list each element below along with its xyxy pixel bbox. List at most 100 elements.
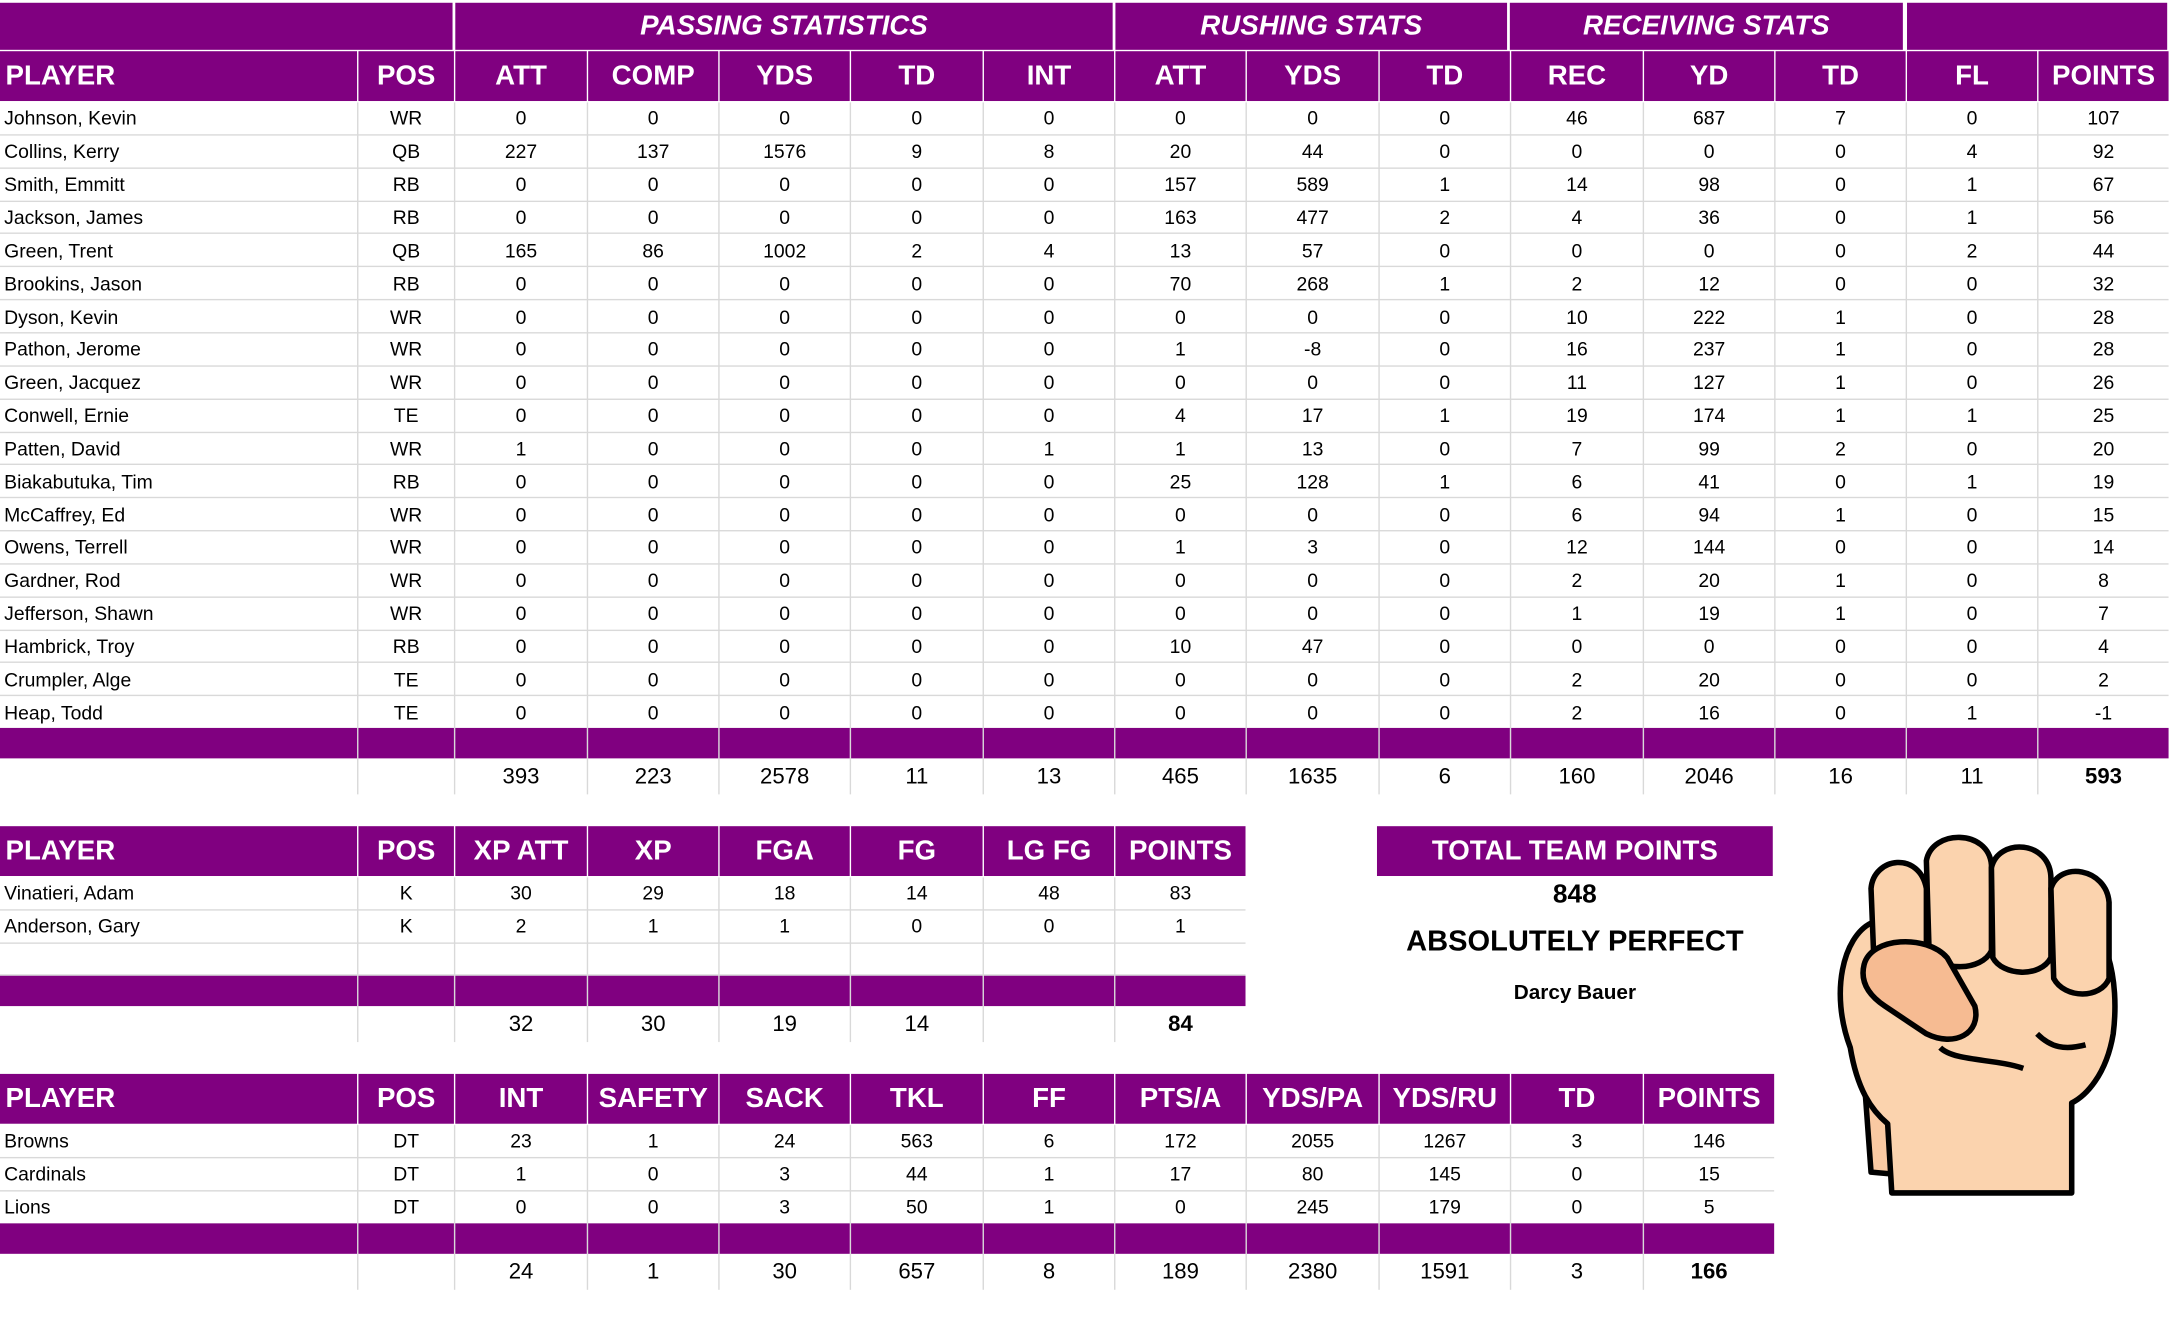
rushing-group-header: RUSHING STATS <box>1115 2 1508 50</box>
offense-cell: 19 <box>2092 470 2115 493</box>
offense-cell: 0 <box>1835 206 1846 229</box>
offense-separator-bar <box>1379 727 1510 759</box>
offense-cell: 20 <box>1169 140 1192 163</box>
offense-total-cell: 465 <box>1161 765 1199 789</box>
offense-cell: 2 <box>1966 239 1978 262</box>
offense-cell: 98 <box>1698 173 1720 196</box>
offense-cell: 2 <box>1571 701 1583 724</box>
kicker-cell: 1 <box>779 915 791 938</box>
kicker-cell: 0 <box>1043 915 1055 938</box>
offense-cell: 0 <box>1966 536 1978 559</box>
offense-cell: 0 <box>515 206 527 229</box>
offense-separator-bar <box>455 727 587 759</box>
offense-cell: 0 <box>1175 701 1186 724</box>
defense-separator-bar <box>588 1223 719 1254</box>
kicker-cell: K <box>399 915 413 938</box>
offense-cell: RB <box>392 635 420 658</box>
offense-cell: 0 <box>1966 635 1978 658</box>
defense-header-11: POINTS <box>1644 1073 1775 1124</box>
offense-separator-bar <box>851 727 983 759</box>
offense-cell: 0 <box>1307 668 1319 691</box>
passing-group-header: PASSING STATISTICS <box>455 2 1113 50</box>
offense-cell: 0 <box>1966 602 1978 625</box>
kicker-separator-bar <box>588 975 719 1007</box>
offense-cell: 1 <box>1043 437 1055 460</box>
offense-cell: 0 <box>779 635 791 658</box>
offense-cell: 1 <box>1439 272 1451 295</box>
offense-cell: 0 <box>515 272 527 295</box>
kicker-header-6: LG FG <box>983 826 1115 877</box>
offense-separator-bar <box>0 727 358 759</box>
defense-cell: 24 <box>773 1129 796 1152</box>
total-team-points-value: 848 <box>1552 880 1597 910</box>
offense-cell: 0 <box>1307 602 1319 625</box>
offense-cell: 157 <box>1164 173 1197 196</box>
offense-header-10: REC <box>1511 51 1643 102</box>
offense-header-6: INT <box>983 51 1115 102</box>
offense-cell: WR <box>390 602 423 625</box>
offense-total-cell: 160 <box>1558 765 1596 789</box>
offense-cell: 0 <box>1439 635 1451 658</box>
points-group-header <box>1907 2 2168 50</box>
offense-cell: 1 <box>1835 338 1846 361</box>
offense-cell: 2 <box>1835 437 1846 460</box>
offense-player-name: Crumpler, Alge <box>4 668 132 691</box>
offense-cell: 0 <box>911 503 923 526</box>
defense-header-5: TKL <box>851 1073 983 1124</box>
defense-cell: 0 <box>1571 1162 1583 1185</box>
defense-total-cell: 24 <box>508 1260 534 1285</box>
offense-cell: QB <box>392 140 421 163</box>
offense-cell: 4 <box>1966 140 1978 163</box>
offense-cell: 0 <box>1043 503 1055 526</box>
offense-cell: RB <box>392 173 420 196</box>
offense-cell: 107 <box>2087 107 2120 130</box>
offense-cell: 99 <box>1698 437 1720 460</box>
offense-cell: WR <box>390 107 423 130</box>
offense-cell: 0 <box>647 173 659 196</box>
offense-cell: 1 <box>1571 602 1583 625</box>
offense-separator-bar <box>358 727 454 759</box>
offense-cell: 0 <box>1835 470 1846 493</box>
offense-header-0: PLAYER <box>0 51 358 102</box>
offense-cell: 2 <box>1571 272 1583 295</box>
offense-cell: 1 <box>1966 206 1978 229</box>
offense-player-name: Patten, David <box>4 437 121 460</box>
defense-separator-bar <box>851 1223 983 1254</box>
defense-cell: 0 <box>1175 1195 1186 1218</box>
offense-cell: WR <box>390 305 423 328</box>
offense-cell: 0 <box>1175 305 1186 328</box>
offense-cell: 26 <box>2092 371 2115 394</box>
offense-cell: 19 <box>1566 404 1588 427</box>
offense-cell: 0 <box>515 404 527 427</box>
offense-cell: 14 <box>2092 536 2115 559</box>
offense-cell: 1576 <box>763 140 807 163</box>
offense-cell: 144 <box>1692 536 1726 559</box>
offense-total-cell <box>358 761 453 794</box>
offense-cell: 0 <box>647 569 659 592</box>
offense-cell: 0 <box>1439 701 1451 724</box>
offense-cell: 12 <box>1566 536 1588 559</box>
defense-cell: 145 <box>1428 1162 1461 1185</box>
offense-cell: 0 <box>1966 569 1978 592</box>
offense-cell: 12 <box>1698 272 1720 295</box>
defense-cell: 245 <box>1296 1195 1329 1218</box>
offense-cell: 0 <box>911 668 923 691</box>
offense-cell: 4 <box>1175 404 1186 427</box>
defense-cell: 15 <box>1698 1162 1720 1185</box>
offense-player-name: Johnson, Kevin <box>4 107 137 130</box>
offense-player-name: Jefferson, Shawn <box>4 602 154 625</box>
kicker-cell: 18 <box>773 882 796 905</box>
defense-total-cell <box>358 1257 453 1290</box>
offense-cell: 1 <box>1439 470 1451 493</box>
offense-cell: 174 <box>1692 404 1726 427</box>
offense-cell: 1 <box>1835 503 1846 526</box>
offense-cell: 1 <box>1175 338 1186 361</box>
offense-cell: 0 <box>1439 140 1451 163</box>
offense-cell: 0 <box>647 536 659 559</box>
defense-separator-bar <box>719 1223 850 1254</box>
defense-header-0: PLAYER <box>0 1073 358 1124</box>
offense-cell: 67 <box>2092 173 2115 196</box>
offense-cell: 8 <box>2098 569 2109 592</box>
defense-total-cell: 1 <box>647 1260 660 1285</box>
offense-cell: 0 <box>1043 635 1055 658</box>
